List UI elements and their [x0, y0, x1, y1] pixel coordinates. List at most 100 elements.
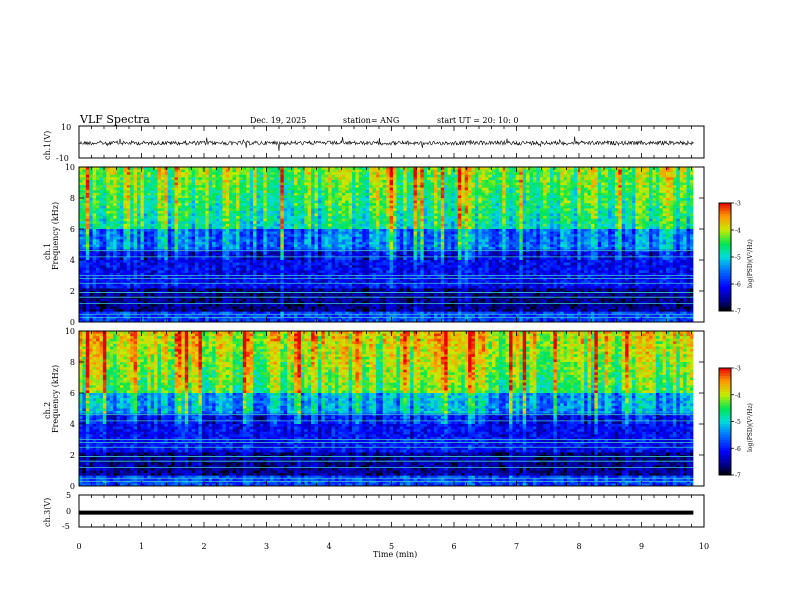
- spectrogram-cell: [659, 218, 663, 222]
- spectrogram-cell: [130, 200, 134, 204]
- spectrogram-cell: [550, 231, 554, 235]
- spectrogram-cell: [317, 213, 322, 217]
- spectrogram-cell: [177, 172, 182, 176]
- spectrogram-cell: [495, 190, 500, 194]
- spectrogram-cell: [287, 200, 291, 204]
- spectrogram-cell: [662, 192, 667, 196]
- spectrogram-cell: [174, 195, 179, 199]
- spectrogram-cell: [256, 195, 261, 199]
- spectrogram-cell: [348, 213, 353, 217]
- spectrogram-cell: [195, 223, 199, 227]
- spectrogram-cell: [437, 192, 442, 196]
- spectrogram-cell: [492, 213, 496, 217]
- spectrogram-cell: [201, 182, 206, 186]
- spectrogram-cell: [423, 226, 428, 230]
- spectrogram-cell: [188, 216, 192, 219]
- spectrogram-cell: [536, 229, 541, 232]
- spectrogram-cell: [79, 198, 83, 201]
- spectrogram-cell: [300, 208, 305, 212]
- spectrogram-cell: [512, 177, 517, 181]
- spectrogram-cell: [573, 190, 578, 194]
- spectrogram-cell: [352, 174, 356, 178]
- spectrogram-cell: [461, 200, 465, 204]
- spectrogram-cell: [290, 192, 295, 196]
- spectrogram-cell: [601, 229, 605, 232]
- spectrogram-cell: [543, 210, 547, 214]
- spectrogram-cell: [242, 223, 247, 227]
- spectrogram-cell: [341, 167, 346, 170]
- spectrogram-cell: [113, 226, 117, 230]
- spectrogram-cell: [526, 210, 530, 214]
- spectrogram-cell: [317, 187, 322, 191]
- spectrogram-cell: [270, 208, 274, 212]
- spectrogram-cell: [563, 182, 568, 186]
- spectrogram-cell: [126, 234, 131, 238]
- spectrogram-cell: [276, 200, 281, 204]
- spectrogram-cell: [440, 203, 445, 207]
- spectrogram-cell: [642, 185, 646, 188]
- spectrogram-cell: [584, 174, 588, 178]
- spectrogram-cell: [618, 195, 622, 199]
- spectrogram-cell: [102, 221, 107, 225]
- spectrogram-cell: [614, 182, 619, 186]
- spectrogram-cell: [560, 226, 564, 230]
- spectrogram-cell: [300, 195, 305, 199]
- spectrogram-cell: [229, 205, 233, 209]
- spectrogram-cell: [621, 177, 626, 181]
- spectrogram-cell: [266, 210, 271, 214]
- spectrogram-cell: [440, 179, 445, 183]
- spectrogram-cell: [157, 177, 162, 181]
- spectrogram-cell: [515, 203, 520, 207]
- spectrogram-cell: [369, 203, 373, 207]
- spectrogram-cell: [321, 179, 326, 183]
- spectrogram-cell: [573, 195, 578, 199]
- spectrogram-cell: [683, 221, 687, 225]
- spectrogram-cell: [471, 231, 476, 235]
- spectrogram-cell: [519, 213, 524, 217]
- spectrogram-cell: [655, 223, 660, 227]
- spectrogram-cell: [324, 198, 329, 201]
- spectrogram-cell: [317, 200, 322, 204]
- spectrogram-cell: [246, 198, 250, 201]
- spectrogram-cell: [79, 190, 83, 194]
- spectrogram-cell: [509, 167, 513, 170]
- spectrogram-cell: [96, 216, 100, 219]
- spectrogram-cell: [515, 182, 520, 186]
- spectrogram-cell: [645, 231, 650, 235]
- spectrogram-cell: [164, 210, 169, 214]
- spectrogram-cell: [314, 226, 319, 230]
- spectrogram-cell: [601, 182, 605, 186]
- spectrogram-cell: [174, 210, 179, 214]
- spectrogram-cell: [102, 203, 107, 207]
- spectrogram-cell: [297, 192, 302, 196]
- spectrogram-cell: [481, 205, 486, 209]
- spectrogram-cell: [461, 195, 465, 199]
- spectrogram-cell: [290, 208, 295, 212]
- spectrogram-cell: [689, 174, 694, 178]
- spectrogram-cell: [652, 198, 657, 201]
- spectrogram-cell: [256, 198, 261, 201]
- spectrogram-cell: [457, 182, 462, 186]
- spectrogram-cell: [683, 205, 687, 209]
- spectrogram-cell: [82, 226, 87, 230]
- spectrogram-cell: [191, 187, 196, 191]
- spectrogram-cell: [618, 223, 622, 227]
- spectrogram-cell: [218, 185, 223, 188]
- spectrogram-cell: [505, 192, 510, 196]
- spectrogram-cell: [249, 229, 254, 232]
- spectrogram-cell: [256, 172, 261, 176]
- spectrogram-cell: [399, 213, 404, 217]
- spectrogram-cell: [608, 200, 612, 204]
- spectrogram-cell: [683, 187, 687, 191]
- spectrogram-cell: [444, 213, 448, 217]
- spectrogram-cell: [79, 169, 83, 173]
- spectrogram-cell: [423, 200, 428, 204]
- spectrogram-cell: [461, 172, 465, 176]
- spectrogram-cell: [205, 203, 209, 207]
- spectrogram-cell: [236, 169, 240, 173]
- spectrogram-cell: [167, 213, 172, 217]
- spectrogram-cell: [362, 205, 367, 209]
- spectrogram-cell: [645, 187, 650, 191]
- spectrogram-cell: [386, 177, 390, 181]
- spectrogram-cell: [604, 203, 609, 207]
